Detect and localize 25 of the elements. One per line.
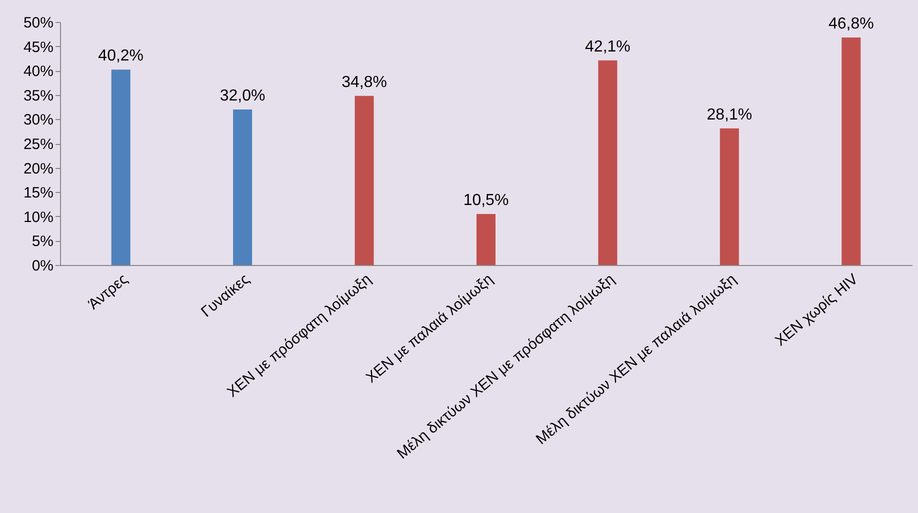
y-tick-label: 45%	[23, 38, 54, 56]
y-tick-label: 10%	[23, 208, 54, 226]
data-label: 32,0%	[220, 87, 266, 104]
y-tick-label: 20%	[23, 160, 54, 178]
bar	[476, 214, 496, 265]
data-label: 10,5%	[463, 192, 509, 209]
bar	[233, 109, 252, 265]
y-tick-label: 25%	[23, 136, 54, 153]
y-tick-label: 30%	[23, 112, 54, 129]
bar	[111, 70, 130, 265]
data-label: 42,1%	[585, 38, 630, 56]
data-label: 46,8%	[828, 16, 874, 33]
data-label: 40,2%	[98, 48, 144, 65]
y-tick-label: 50%	[23, 14, 54, 32]
bar	[354, 96, 374, 265]
bar	[842, 38, 861, 265]
bar	[598, 60, 618, 265]
bar	[720, 128, 739, 265]
y-tick-label: 35%	[23, 87, 54, 104]
y-tick-label: 15%	[23, 184, 54, 202]
y-tick-label: 0%	[32, 258, 54, 274]
y-tick-label: 5%	[32, 233, 54, 250]
data-label: 34,8%	[342, 74, 387, 91]
y-tick-label: 40%	[23, 63, 54, 80]
data-label: 28,1%	[706, 106, 752, 124]
